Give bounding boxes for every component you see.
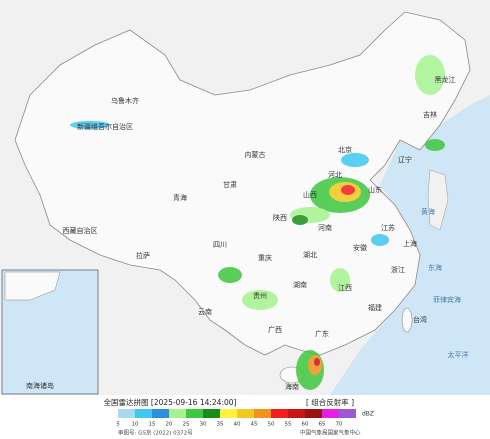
legend-swatch: [220, 409, 237, 418]
legend-value: 70: [336, 422, 343, 428]
legend-value: 40: [234, 422, 241, 428]
legend-swatch: [118, 409, 135, 418]
region-label: 山西: [303, 190, 317, 199]
city-label: 重庆: [258, 253, 272, 262]
legend-value: 50: [268, 422, 275, 428]
taiwan: [401, 307, 413, 333]
region-label: 黑龙江: [435, 75, 456, 84]
inset-label: 南海诸岛: [26, 381, 54, 390]
legend-swatch: [271, 409, 288, 418]
legend-swatch: [322, 409, 339, 418]
legend-value: 65: [319, 422, 326, 428]
region-label: 广东: [315, 329, 329, 338]
region-label: 陕西: [273, 213, 287, 222]
china-outline: [14, 11, 471, 356]
publisher: 中国气象局国家气象中心: [300, 429, 361, 437]
legend-value: 60: [302, 422, 309, 428]
region-label: 甘肃: [223, 180, 237, 189]
region-label: 云南: [198, 307, 212, 316]
legend-swatch: [288, 409, 305, 418]
region-label: 海南: [285, 382, 299, 391]
region-label: 贵州: [253, 291, 267, 300]
map-labels: 乌鲁木齐 新疆维吾尔自治区 西藏自治区 拉萨 青海 甘肃 内蒙古 黑龙江 吉林 …: [26, 75, 469, 391]
legend-value: 30: [200, 422, 207, 428]
legend-swatch: [186, 409, 203, 418]
city-label: 拉萨: [136, 251, 150, 260]
map-title: 全国雷达拼图 [2025-09-16 14:24:00]: [104, 397, 237, 407]
region-label: 广西: [268, 325, 282, 334]
legend-value: 45: [251, 422, 258, 428]
legend-swatch: [152, 409, 169, 418]
region-label: 江苏: [381, 223, 395, 232]
city-label: 乌鲁木齐: [111, 96, 139, 105]
legend-swatch: [135, 409, 152, 418]
legend-swatch: [237, 409, 254, 418]
region-label: 安徽: [353, 243, 367, 252]
region-label: 湖南: [293, 280, 307, 289]
sea-label: 太平洋: [448, 350, 469, 359]
city-label: 上海: [403, 239, 417, 248]
sea: [330, 95, 490, 395]
region-label: 江西: [338, 284, 352, 292]
region-label: 内蒙古: [245, 150, 266, 159]
region-label: 湖北: [303, 250, 317, 259]
sea-label: 菲律宾海: [433, 295, 461, 304]
region-label: 河北: [328, 171, 342, 179]
region-label: 河南: [318, 223, 332, 232]
legend-value: 25: [183, 422, 190, 428]
legend-value: 10: [132, 422, 139, 428]
approval-number: 审图号: GS京 (2022) 0372号: [118, 429, 193, 437]
korea: [427, 169, 449, 231]
region-label: 新疆维吾尔自治区: [77, 122, 133, 131]
region-label: 四川: [213, 241, 227, 249]
region-label: 台湾: [413, 315, 427, 324]
inset-land: [4, 271, 61, 301]
region-label: 辽宁: [398, 155, 412, 164]
sea-label: 黄海: [421, 207, 435, 216]
legend-swatch: [305, 409, 322, 418]
region-label: 西藏自治区: [63, 226, 98, 235]
product-name: [ 组合反射率 ]: [306, 397, 354, 407]
legend-value: 35: [217, 422, 224, 428]
region-label: 山东: [368, 185, 382, 194]
legend-value: 55: [285, 422, 292, 428]
legend-swatch: [254, 409, 271, 418]
legend-swatch: [203, 409, 220, 418]
legend-swatch: [169, 409, 186, 418]
region-label: 福建: [368, 303, 382, 312]
city-label: 北京: [338, 145, 352, 154]
region-label: 青海: [173, 193, 187, 202]
legend-value: 20: [166, 422, 173, 428]
region-label: 浙江: [391, 265, 405, 274]
legend-value: 5: [116, 422, 120, 428]
legend: 5 10 15 20 25 30 35 40 45 50 55 60 65 70 dBZ: [116, 409, 374, 428]
legend-swatch: [339, 409, 356, 418]
legend-value: 15: [149, 422, 156, 428]
legend-unit: dBZ: [362, 411, 374, 418]
region-label: 吉林: [423, 110, 437, 119]
sea-label: 东海: [428, 263, 442, 272]
